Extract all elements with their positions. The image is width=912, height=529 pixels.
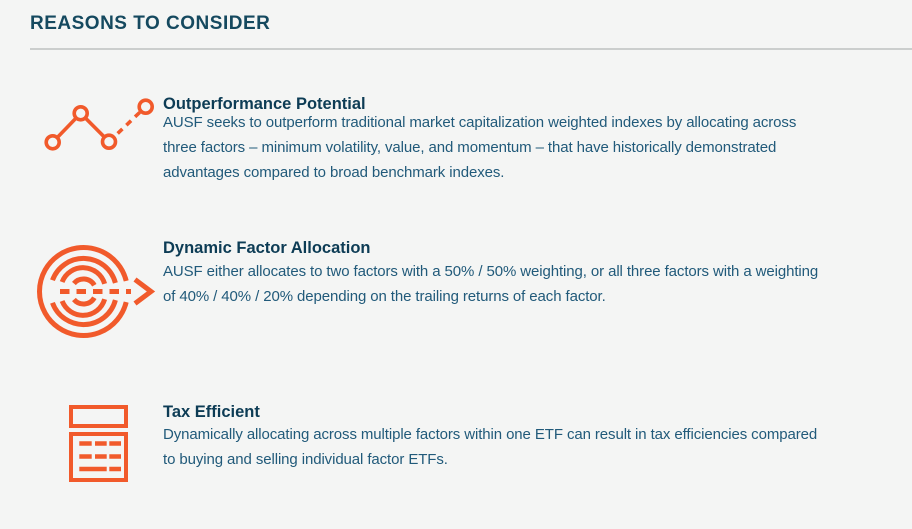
body-line: AUSF seeks to outperform traditional mar… bbox=[163, 114, 797, 131]
body-line: Dynamically allocating across multiple f… bbox=[163, 426, 818, 443]
body-line: AUSF either allocates to two factors wit… bbox=[163, 263, 819, 280]
trend-line-chart-icon bbox=[44, 98, 154, 151]
body-line: three factors – minimum volatility, valu… bbox=[163, 139, 777, 156]
section-title-tax-efficient: Tax Efficient bbox=[163, 403, 260, 421]
body-line: to buying and selling individual factor … bbox=[163, 451, 448, 468]
section-body-tax-efficient: Dynamically allocating across multiple f… bbox=[163, 422, 817, 472]
section-body-dynamic-allocation: AUSF either allocates to two factors wit… bbox=[163, 259, 818, 309]
body-line: advantages compared to broad benchmark i… bbox=[163, 164, 505, 181]
header-divider bbox=[30, 48, 912, 50]
ripple-arrow-icon bbox=[37, 245, 156, 338]
section-body-outperformance: AUSF seeks to outperform traditional mar… bbox=[163, 110, 796, 185]
section-title-dynamic-allocation: Dynamic Factor Allocation bbox=[163, 239, 371, 257]
section-title-outperformance: Outperformance Potential bbox=[163, 95, 366, 113]
body-line: of 40% / 40% / 20% depending on the trai… bbox=[163, 288, 606, 305]
calculator-icon bbox=[69, 405, 128, 482]
page-title: REASONS TO CONSIDER bbox=[30, 13, 271, 34]
